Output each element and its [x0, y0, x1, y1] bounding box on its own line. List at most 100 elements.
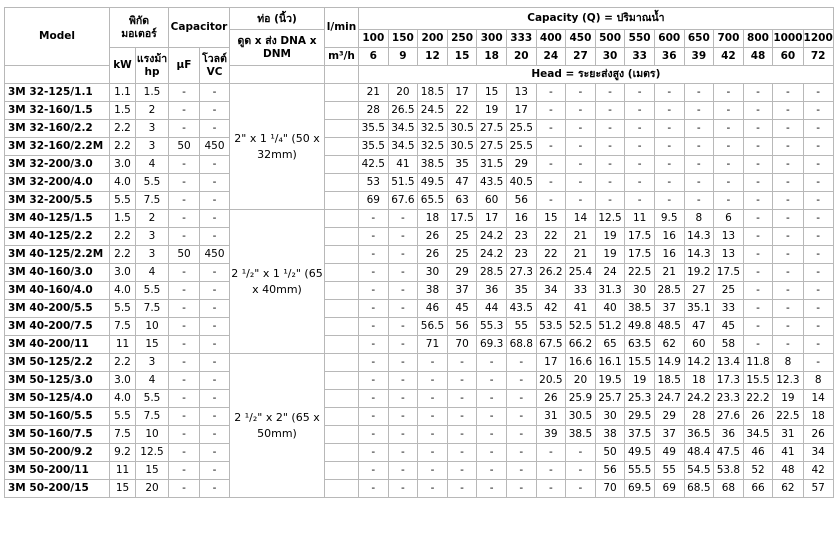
- head-value-cell: 38.5: [624, 299, 655, 318]
- head-value-cell: 30.5: [446, 137, 478, 156]
- hp-cell: 3: [135, 227, 169, 246]
- head-value-cell: 70: [594, 479, 626, 498]
- head-value-cell: 46: [742, 443, 774, 462]
- table-row: 3M 32-160/2.2M 2.2 3 50 450 35.5 34.5 32.5 30.5 2…: [4, 137, 834, 156]
- head-value-cell: -: [387, 353, 419, 372]
- head-value-cell: 30.5: [565, 407, 596, 426]
- lmin-label: l/min: [324, 7, 359, 48]
- vc-cell: -: [199, 389, 230, 408]
- head-value-cell: 17: [446, 83, 478, 102]
- head-value-cell: 56: [505, 191, 537, 210]
- head-value-cell: -: [535, 137, 567, 156]
- head-value-cell: 29.5: [624, 407, 655, 426]
- head-value-cell: 24.7: [653, 389, 685, 408]
- head-value-cell: 55: [505, 317, 537, 336]
- model-header-spacer: [4, 65, 110, 84]
- head-value-cell: 14: [565, 209, 596, 228]
- head-value-cell: 69.3: [476, 335, 507, 354]
- flow-lmin-cell: 400: [535, 29, 567, 48]
- head-value-cell: -: [387, 371, 419, 390]
- head-value-cell: 40.5: [505, 173, 537, 192]
- hp-cell: 4: [135, 371, 169, 390]
- head-value-cell: 20.5: [535, 371, 567, 390]
- capacity-header: Capacity (Q) = ปริมาณน้ำ: [358, 7, 834, 30]
- flow-m3h-cell: 9: [387, 47, 419, 66]
- head-value-cell: 20: [387, 83, 419, 102]
- head-value-cell: -: [742, 245, 774, 264]
- head-value-cell: -: [358, 479, 389, 498]
- head-value-cell: 17.5: [713, 263, 744, 282]
- table-row: 3M 50-160/5.5 5.5 7.5- - - - - - - -31 30.5 30 29.5 2…: [4, 407, 834, 426]
- head-value-cell: 60: [683, 335, 715, 354]
- head-value-cell: -: [683, 155, 715, 174]
- vc-cell: -: [199, 281, 230, 300]
- head-value-cell: -: [802, 227, 834, 246]
- unit-spacer-cell: [324, 191, 359, 210]
- head-value-cell: 26: [417, 227, 448, 246]
- unit-spacer-cell: [324, 263, 359, 282]
- head-value-cell: -: [802, 191, 834, 210]
- uf-cell: -: [168, 173, 200, 192]
- kw-cell: 7.5: [109, 317, 136, 336]
- head-value-cell: 41: [565, 299, 596, 318]
- head-value-cell: -: [446, 443, 478, 462]
- head-value-cell: 68.5: [683, 479, 715, 498]
- head-value-cell: -: [624, 137, 655, 156]
- head-value-cell: -: [358, 407, 389, 426]
- head-value-cell: 42: [802, 461, 834, 480]
- head-value-cell: -: [772, 263, 804, 282]
- head-value-cell: 13: [713, 227, 744, 246]
- head-value-cell: -: [446, 371, 478, 390]
- head-value-cell: 37.5: [624, 425, 655, 444]
- hp-cell: 10: [135, 317, 169, 336]
- kw-cell: 5.5: [109, 191, 136, 210]
- flow-lmin-cell: 450: [565, 29, 596, 48]
- hp-cell: 3: [135, 353, 169, 372]
- hp-cell: 7.5: [135, 299, 169, 318]
- vc-cell: -: [199, 407, 230, 426]
- head-value-cell: 23: [505, 245, 537, 264]
- head-value-cell: -: [653, 83, 685, 102]
- head-value-cell: 54.5: [683, 461, 715, 480]
- uf-cell: -: [168, 83, 200, 102]
- flow-m3h-cell: 12: [417, 47, 448, 66]
- head-value-cell: 17.5: [624, 227, 655, 246]
- head-value-cell: 16.1: [594, 353, 626, 372]
- head-value-cell: 48.4: [683, 443, 715, 462]
- table-row: 3M 40-125/2.2M 2.2 3 50 450- -26 25 24.2 23 22 21 1…: [4, 245, 834, 264]
- flow-m3h-cell: 48: [742, 47, 774, 66]
- head-value-cell: -: [446, 353, 478, 372]
- head-value-cell: -: [535, 461, 567, 480]
- vc-cell: 450: [199, 245, 230, 264]
- head-value-cell: 52: [742, 461, 774, 480]
- vc-cell: -: [199, 371, 230, 390]
- head-value-cell: -: [772, 317, 804, 336]
- head-value-cell: -: [683, 119, 715, 138]
- pipe-size-cell: 2 ¹/₂" x 2" (65 x 50mm): [229, 353, 325, 498]
- head-value-cell: -: [802, 209, 834, 228]
- head-value-cell: 25.5: [505, 137, 537, 156]
- hp-cell: 3: [135, 245, 169, 264]
- head-value-cell: 34.5: [742, 425, 774, 444]
- head-value-cell: 37: [653, 425, 685, 444]
- table-row: 3M 40-160/4.0 4.0 5.5- - - -38 37 36 35 34 33 31.3 3…: [4, 281, 834, 300]
- flow-m3h-cell: 24: [535, 47, 567, 66]
- head-value-cell: -: [594, 155, 626, 174]
- head-value-cell: 69: [358, 191, 389, 210]
- head-value-cell: -: [772, 83, 804, 102]
- head-value-cell: 30: [417, 263, 448, 282]
- hp-cell: 5.5: [135, 281, 169, 300]
- head-value-cell: 19.5: [594, 371, 626, 390]
- head-value-cell: -: [505, 371, 537, 390]
- head-value-cell: -: [476, 461, 507, 480]
- table-row: 3M 40-125/1.5 1.5 2- -2 ¹/₂" x 1 ¹/₂" (65 x…: [4, 209, 834, 354]
- unit-spacer-cell: [324, 371, 359, 390]
- uf-cell: -: [168, 227, 200, 246]
- head-value-cell: 30: [594, 407, 626, 426]
- head-value-cell: -: [387, 245, 419, 264]
- vc-cell: -: [199, 173, 230, 192]
- head-value-cell: 14: [802, 389, 834, 408]
- table-row: 3M 32-160/1.5 1.5 2- -28 26.5 24.5 22 19 17- - - - -…: [4, 101, 834, 120]
- head-value-cell: 52.5: [565, 317, 596, 336]
- head-value-cell: 58: [713, 335, 744, 354]
